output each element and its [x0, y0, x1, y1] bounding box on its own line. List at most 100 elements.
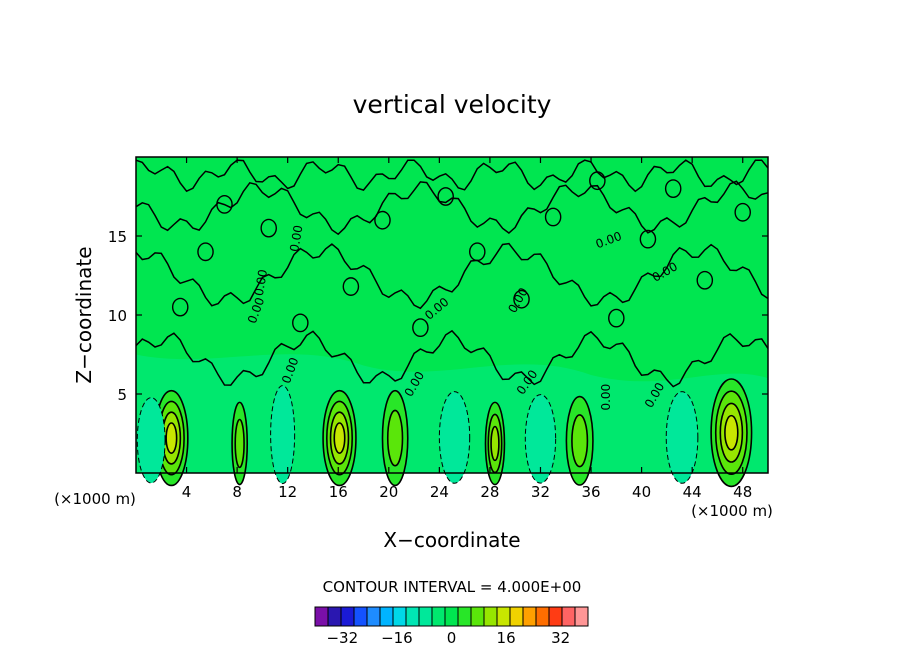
contour-positive-4: [724, 414, 739, 451]
downdraft-cell-9: [438, 391, 471, 484]
chart-title: vertical velocity: [353, 90, 552, 119]
contour-island-11: [639, 229, 657, 249]
zero-contour-middle: [135, 242, 769, 310]
x-tick-label-28: 28: [480, 483, 499, 501]
x-tick-label-16: 16: [329, 483, 348, 501]
colorbar: [314, 606, 589, 627]
contour-negative-1: [665, 391, 699, 484]
colorbar-swatch--8: [418, 606, 433, 627]
contour-lines: [135, 159, 769, 388]
contour-island-5: [412, 318, 429, 338]
colorbar-swatch--28: [353, 606, 368, 627]
x-tick-label-8: 8: [232, 483, 242, 501]
x-tick-label-12: 12: [278, 483, 297, 501]
contour-island-6: [437, 187, 454, 206]
colorbar-label-0: −32: [326, 629, 358, 647]
contour-positive-2: [571, 414, 589, 468]
contour-negative-1: [136, 397, 166, 484]
colorbar-swatch--32: [340, 606, 355, 627]
colorbar-swatch-28: [535, 606, 550, 627]
zero-contour-upper: [135, 180, 769, 236]
x-tick-label-36: 36: [581, 483, 600, 501]
zero-contour-label-11: 0.00: [252, 268, 270, 297]
x-tick-label-32: 32: [531, 483, 550, 501]
colorbar-swatch--12: [405, 606, 420, 627]
colorbar-label-1: −16: [381, 629, 413, 647]
contour-island-15: [589, 171, 606, 191]
updraft-cell-6: [710, 378, 753, 488]
zero-contour-top: [135, 159, 769, 193]
colorbar-swatch-40: [574, 606, 589, 627]
colorbar-swatch-36: [561, 606, 576, 627]
contour-island-13: [696, 270, 714, 290]
x-tick-label-40: 40: [632, 483, 651, 501]
plot-area: 0.000.000.000.000.00 0.000.00 0.00 0.000.00…: [135, 156, 769, 488]
colorbar-swatch--24: [366, 606, 381, 627]
contour-positive-3: [490, 425, 500, 462]
updraft-cell-3: [381, 389, 409, 487]
updraft-cell-2: [322, 389, 357, 487]
colorbar-swatch--16: [392, 606, 407, 627]
colorbar-swatch-4: [457, 606, 472, 627]
y-tick-label-10: 10: [108, 307, 127, 325]
y-axis: 5 10 15: [108, 228, 768, 404]
contour-island-17: [197, 242, 214, 262]
contour-island-3: [292, 313, 309, 333]
updraft-cell-5: [565, 395, 594, 486]
contour-interval-text: CONTOUR INTERVAL = 4.000E+00: [323, 578, 582, 596]
updraft-cell-4: [484, 401, 506, 486]
contour-positive-4: [333, 422, 346, 454]
contour-island-14: [734, 202, 752, 222]
colorbar-swatch--36: [327, 606, 342, 627]
x-axis-label: X−coordinate: [383, 528, 520, 552]
contour-island-12: [664, 179, 682, 198]
downdraft-cell-7: [136, 397, 166, 484]
contour-island-8: [513, 289, 530, 309]
zero-contour-label-7: 0.00: [599, 384, 613, 411]
contour-negative-1: [524, 394, 557, 484]
contour-island-7: [468, 242, 486, 262]
downdraft-cell-10: [524, 394, 557, 484]
y-tick-label-5: 5: [117, 386, 127, 404]
colorbar-swatch--40: [314, 606, 329, 627]
colorbar-swatch-20: [509, 606, 524, 627]
zero-contour-label-2: 0.00: [287, 224, 305, 253]
zero-contour-lower: [135, 329, 769, 388]
x-tick-label-4: 4: [182, 483, 192, 501]
upper-band: [136, 157, 768, 284]
colorbar-swatch-16: [496, 606, 511, 627]
contour-island-4: [342, 277, 360, 296]
contour-cells: [136, 157, 768, 488]
contour-island-16: [374, 210, 391, 230]
downdraft-cell-11: [665, 391, 699, 484]
colorbar-label-3: 16: [497, 629, 516, 647]
colorbar-labels: −32 −16 0 16 32: [326, 629, 570, 647]
contour-positive-2: [386, 409, 404, 467]
contour-negative-1: [438, 391, 471, 484]
x-tick-label-48: 48: [733, 483, 752, 501]
x-tick-label-20: 20: [379, 483, 398, 501]
contour-island-2: [260, 218, 278, 238]
x-axis: 4 8 12 16 20 24 28 32 36 40 44 48: [182, 157, 752, 501]
y-axis-label: Z−coordinate: [72, 246, 96, 383]
colorbar-swatch--4: [431, 606, 446, 627]
contour-positive-4: [165, 422, 178, 454]
contour-island-1: [216, 195, 233, 214]
colorbar-swatch--20: [379, 606, 394, 627]
colorbar-swatch-32: [548, 606, 563, 627]
y-tick-label-15: 15: [108, 228, 127, 246]
colorbar-swatch-0: [444, 606, 459, 627]
colorbar-label-2: 0: [447, 629, 457, 647]
colorbar-label-4: 32: [551, 629, 570, 647]
x-unit-label-left: (×1000 m): [54, 490, 136, 508]
x-unit-label-right: (×1000 m): [691, 502, 773, 520]
colorbar-swatch-24: [522, 606, 537, 627]
x-tick-label-24: 24: [430, 483, 449, 501]
updraft-cell-1: [231, 401, 249, 486]
downdraft-cell-8: [270, 385, 296, 485]
x-tick-label-44: 44: [683, 483, 702, 501]
colorbar-swatch-12: [483, 606, 498, 627]
contour-island-9: [544, 207, 562, 227]
contour-negative-1: [270, 385, 296, 485]
